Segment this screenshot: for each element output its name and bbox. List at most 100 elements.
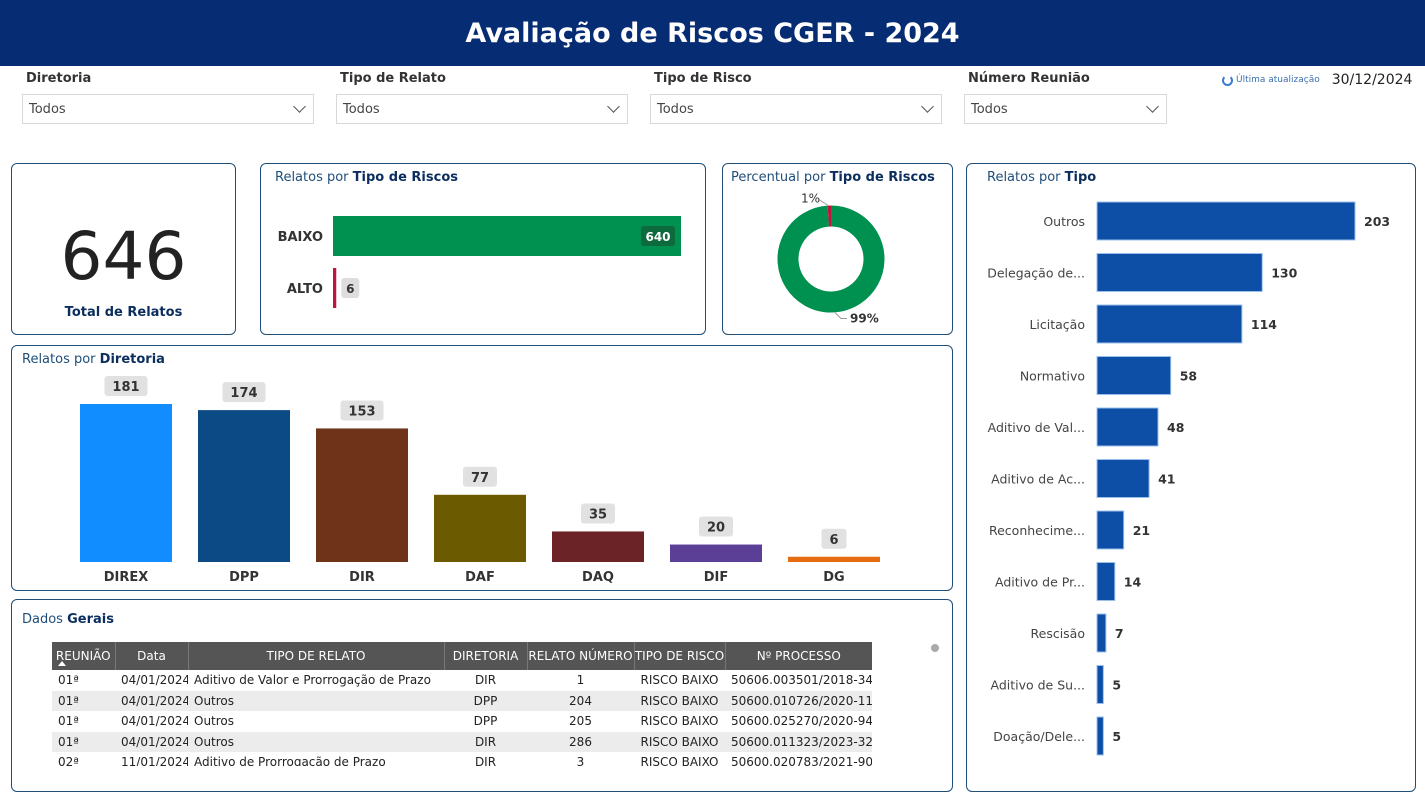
diretoria-value-label: 153: [348, 404, 375, 419]
table-cell: Outros: [188, 690, 444, 711]
column-header[interactable]: TIPO DE RISCO: [634, 642, 726, 670]
tipo-relato-dropdown[interactable]: Todos: [336, 94, 628, 124]
table-row[interactable]: 01ª 04/01/2024 Aditivo de Valor e Prorroga…: [52, 670, 872, 691]
tipo-bar[interactable]: [1096, 459, 1150, 498]
card-title: Relatos por Tipo de Riscos: [275, 170, 458, 185]
numero-reuniao-dropdown[interactable]: Todos: [964, 94, 1167, 124]
tipo-bar[interactable]: [1096, 716, 1104, 756]
card-title: Relatos por Diretoria: [22, 352, 165, 367]
risk-bar[interactable]: [333, 216, 681, 256]
tipo-bar-chart: Outros 203 Delegação de... 130 Licitação 114 N…: [987, 201, 1390, 756]
table-cell: Aditivo de Prorrogação de Prazo: [194, 755, 386, 766]
diretoria-bar[interactable]: [670, 544, 762, 562]
chevron-down-icon: [1146, 102, 1160, 116]
diretoria-bar[interactable]: [198, 410, 290, 562]
tipo-bar[interactable]: [1096, 665, 1104, 704]
column-header[interactable]: TIPO DE RELATO: [188, 642, 445, 670]
tipo-value-label: 5: [1112, 678, 1121, 693]
card-title: Relatos por Tipo: [987, 170, 1097, 185]
table-cell: 11/01/2024: [121, 755, 188, 766]
tipo-bar[interactable]: [1096, 356, 1172, 395]
filter-tipo-relato: Tipo de Relato Todos: [336, 70, 628, 124]
tipo-bar[interactable]: [1096, 407, 1159, 447]
tipo-category-label: Reconhecime...: [989, 523, 1085, 538]
column-header[interactable]: Nº PROCESSO: [725, 642, 872, 670]
diretoria-bar[interactable]: [434, 494, 526, 562]
table-cell: Outros: [194, 714, 235, 729]
table-cell: RISCO BAIXO: [640, 714, 719, 729]
diretoria-dropdown[interactable]: Todos: [22, 94, 314, 124]
table-cell: 01ª: [52, 731, 115, 752]
table-row[interactable]: 01ª 04/01/2024 Outros DIR 286 RISCO BAIXO 5060…: [52, 731, 872, 752]
scrollbar-thumb[interactable]: [931, 644, 939, 652]
tipo-bar[interactable]: [1096, 613, 1107, 653]
table-cell: DIR: [474, 673, 497, 688]
tipo-value-label: 21: [1133, 523, 1150, 538]
kpi-card: 646 Total de Relatos: [11, 163, 236, 335]
table-cell: RISCO BAIXO: [640, 673, 719, 688]
tipo-category-label: Delegação de...: [987, 266, 1085, 281]
kpi-value: 646: [60, 218, 187, 295]
refresh-icon: [1222, 74, 1233, 86]
tipo-bar[interactable]: [1096, 510, 1125, 550]
table-cell: 02ª: [58, 755, 79, 766]
tipo-bar[interactable]: [1096, 304, 1243, 344]
tipo-category-label: Aditivo de Ac...: [991, 472, 1085, 487]
diretoria-category-label: DAQ: [582, 570, 614, 585]
donut-label-baixo: 99%: [850, 312, 879, 326]
tipo-value-label: 130: [1271, 266, 1297, 281]
risk-value-label: 640: [645, 230, 670, 244]
risk-donut-card: Percentual por Tipo de Riscos 1% 99%: [722, 163, 953, 335]
table-cell: RISCO BAIXO: [634, 690, 725, 711]
diretoria-value-label: 77: [471, 471, 489, 486]
table-cell: DPP: [444, 690, 527, 711]
diretoria-value-label: 6: [829, 533, 838, 548]
table-cell: 286: [527, 731, 634, 752]
filter-label: Diretoria: [26, 71, 92, 86]
column-header[interactable]: RELATO NÚMERO: [527, 642, 635, 670]
kpi-label: Total de Relatos: [64, 305, 183, 320]
donut-slice[interactable]: [777, 205, 885, 313]
tipo-category-label: Doação/Dele...: [993, 729, 1085, 744]
risk-bar[interactable]: [333, 268, 337, 308]
diretoria-value-badge: [104, 376, 148, 396]
diretoria-value-label: 20: [707, 521, 725, 536]
tipo-bar[interactable]: [1096, 253, 1263, 292]
tipo-category-label: Aditivo de Val...: [988, 420, 1085, 435]
table-row[interactable]: 02ª 11/01/2024 Aditivo de Prorrogação de P…: [52, 752, 872, 766]
diretoria-bar[interactable]: [80, 404, 172, 562]
last-update-label: Última atualização: [1236, 75, 1320, 85]
chevron-down-icon: [607, 102, 621, 116]
table-row[interactable]: 01ª 04/01/2024 Outros DPP 204 RISCO BAIXO 5060…: [52, 690, 872, 711]
filter-numero-reuniao: Número Reunião Todos: [964, 70, 1167, 124]
diretoria-bar[interactable]: [552, 531, 644, 562]
diretoria-bar[interactable]: [316, 428, 408, 562]
dados-gerais-card: Dados Gerais REUNIÃO Data TIPO DE RELATO DI…: [11, 599, 953, 792]
table-row[interactable]: 01ª 04/01/2024 Outros DPP 205 RISCO BAIXO 5060…: [52, 711, 872, 732]
tipo-value-label: 58: [1180, 369, 1197, 384]
column-header[interactable]: DIRETORIA: [444, 642, 528, 670]
tipo-value-label: 14: [1124, 575, 1142, 590]
filter-tipo-risco: Tipo de Risco Todos: [650, 70, 942, 124]
tipo-category-label: Rescisão: [1031, 626, 1086, 641]
tipo-bar[interactable]: [1096, 201, 1356, 241]
tipo-category-label: Licitação: [1029, 317, 1085, 332]
diretoria-value-badge: [821, 528, 847, 549]
column-header[interactable]: REUNIÃO: [52, 642, 116, 670]
dropdown-value: Todos: [29, 101, 66, 117]
table-cell: 204: [527, 690, 634, 711]
table-cell: 01ª: [58, 714, 79, 729]
column-header[interactable]: Data: [115, 642, 189, 670]
tipo-value-label: 7: [1115, 626, 1124, 641]
chevron-down-icon: [293, 102, 307, 116]
donut-leader-line: [834, 312, 847, 319]
filter-label: Tipo de Risco: [654, 71, 752, 86]
tipo-bar[interactable]: [1096, 562, 1116, 601]
tipo-card: Relatos por Tipo Outros 203 Delegação de..…: [966, 163, 1416, 792]
table-cell: 01ª: [52, 690, 115, 711]
diretoria-bar[interactable]: [788, 556, 880, 562]
diretoria-category-label: DIREX: [104, 570, 149, 585]
diretoria-value-badge: [699, 516, 733, 537]
data-table: REUNIÃO Data TIPO DE RELATO DIRETORIA RELATO…: [52, 642, 872, 766]
tipo-risco-dropdown[interactable]: Todos: [650, 94, 942, 124]
